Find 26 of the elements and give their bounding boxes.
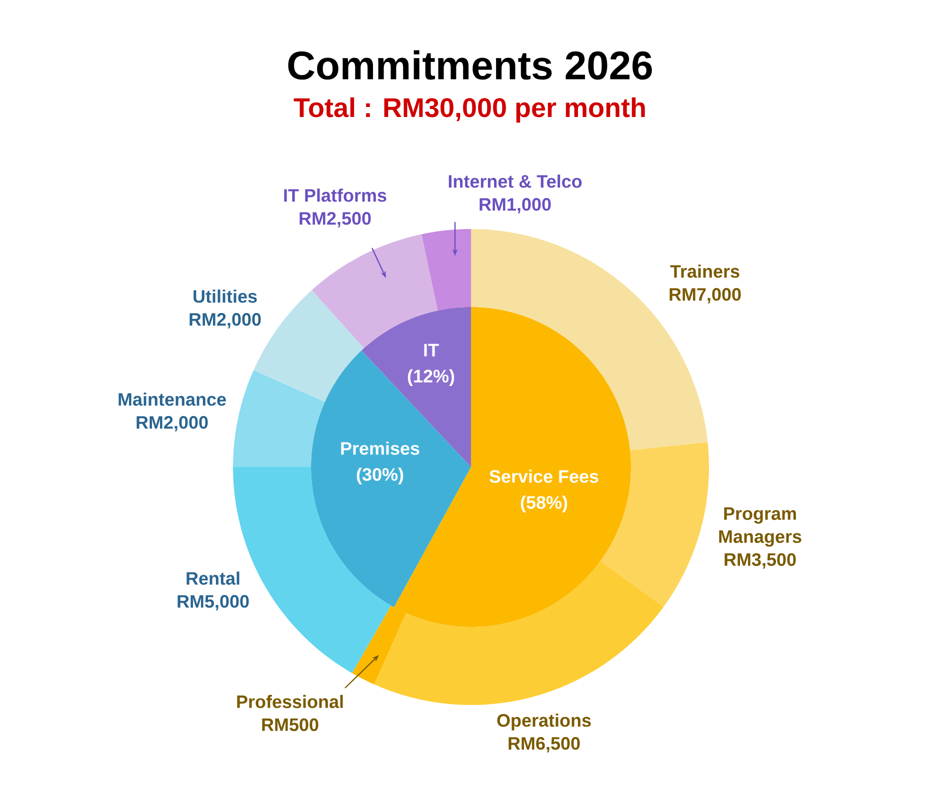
data-label: RM500 bbox=[262, 718, 318, 732]
data-label: RM6,500 bbox=[508, 737, 580, 752]
slice-label: Rental bbox=[186, 572, 240, 585]
slice-label: Internet & Telco bbox=[448, 174, 582, 188]
data-label: RM3,500 bbox=[724, 553, 796, 569]
slice-label: Program Managers bbox=[719, 507, 802, 547]
data-label: RM2,000 bbox=[190, 313, 261, 328]
slice-label: Trainers bbox=[670, 264, 740, 278]
chart-title: Commitments 2026 bbox=[288, 50, 652, 80]
data-label: (12%) bbox=[408, 369, 454, 386]
slice-label: Maintenance bbox=[118, 392, 226, 406]
chart-subtitle: Total : RM30,000 per month bbox=[294, 97, 645, 123]
slice-label: IT Platforms bbox=[284, 188, 386, 202]
slice-label: Operations bbox=[497, 714, 591, 730]
slice-label: Utilities bbox=[194, 290, 257, 303]
slice-label: Premises bbox=[341, 442, 420, 455]
data-label: (58%) bbox=[520, 496, 568, 512]
data-label: RM7,000 bbox=[670, 288, 741, 304]
slice-label: Professional bbox=[237, 694, 343, 708]
data-label: RM2,000 bbox=[136, 416, 208, 432]
data-label: RM1,000 bbox=[480, 198, 551, 214]
slice-label: IT bbox=[424, 344, 439, 356]
data-label: RM5,000 bbox=[178, 595, 249, 610]
slice-label: Service Fees bbox=[489, 470, 598, 483]
data-label: (30%) bbox=[356, 468, 404, 484]
data-label: RM2,500 bbox=[300, 212, 371, 228]
